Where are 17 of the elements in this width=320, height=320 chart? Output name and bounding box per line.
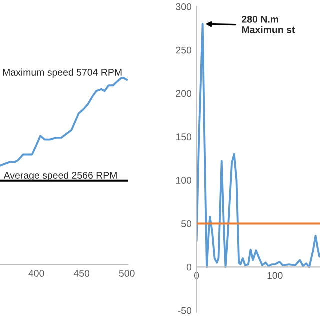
ref-line-label: Average speed 2566 RPM	[4, 172, 117, 181]
annotation: 280 N.m Maximun st	[242, 16, 296, 34]
y-tick-label: 100	[176, 177, 192, 184]
y-tick-label: 0	[186, 264, 192, 271]
y-tick-label: 50	[182, 220, 192, 228]
line-series	[196, 23, 320, 268]
x-tick-label: 100	[268, 272, 283, 280]
x-tick-label: 0	[194, 272, 200, 280]
y-tick-label: 300	[176, 3, 192, 10]
text: Maximum speed 5704 RPM	[3, 68, 122, 78]
y-tick-label: 200	[176, 90, 192, 98]
y-tick-label: 150	[176, 134, 192, 141]
y-tick-label: 250	[176, 46, 192, 54]
x-tick-label: 500	[119, 270, 135, 277]
y-tick-label: -50	[178, 307, 192, 314]
x-tick-label: 450	[74, 270, 90, 277]
x-tick-label: 400	[28, 270, 44, 277]
